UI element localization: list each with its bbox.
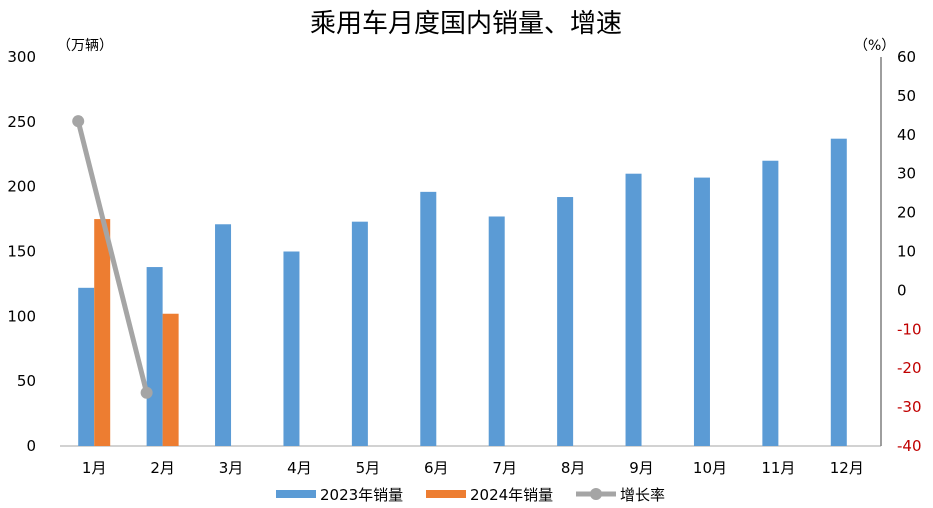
legend-label: 2024年销量 [470, 486, 553, 504]
legend: 2023年销量 2024年销量 增长率 [276, 486, 665, 504]
right-tick-label: 50 [897, 87, 916, 105]
bar-2023 [830, 138, 847, 446]
left-tick-label: 150 [7, 243, 36, 261]
legend-swatch [276, 490, 316, 498]
bar-2023 [351, 221, 368, 446]
category-label: 6月 [424, 459, 449, 477]
bar-2023 [557, 197, 574, 446]
right-tick-label: -10 [897, 320, 922, 338]
growth-line [72, 115, 153, 399]
right-tick-label: -40 [897, 437, 922, 455]
growth-point [140, 386, 153, 399]
left-tick-label: 0 [26, 437, 36, 455]
bar-2023 [78, 287, 95, 446]
right-tick-label: 40 [897, 126, 916, 144]
bar-2023 [625, 173, 642, 446]
bar-2023 [283, 251, 300, 446]
category-label: 4月 [287, 459, 312, 477]
category-labels: 1月 2月 3月 4月 5月 6月 7月 8月 9月 10月 11月 12月 [82, 459, 864, 477]
left-tick-label: 300 [7, 48, 36, 66]
bar-2023 [488, 216, 505, 446]
legend-label: 增长率 [620, 486, 665, 504]
right-tick-label: 30 [897, 165, 916, 183]
right-tick-label: -30 [897, 398, 922, 416]
legend-label: 2023年销量 [320, 486, 403, 504]
bar-2024 [162, 313, 179, 446]
bars [78, 138, 847, 446]
left-axis-ticks: 0 50 100 150 200 250 300 [7, 48, 36, 455]
bar-2023 [146, 267, 163, 446]
category-label: 8月 [561, 459, 586, 477]
category-label: 1月 [82, 459, 107, 477]
bar-2023 [420, 191, 437, 446]
category-label: 3月 [219, 459, 244, 477]
right-tick-label: 20 [897, 204, 916, 222]
category-label: 2月 [150, 459, 175, 477]
legend-swatch [426, 490, 466, 498]
growth-point [72, 115, 85, 128]
right-axis-ticks: -40 -30 -20 -10 0 10 20 30 40 50 60 [897, 48, 922, 455]
bar-2023 [693, 177, 710, 446]
category-label: 10月 [693, 459, 727, 477]
right-axis-unit: （%） [854, 38, 895, 54]
category-label: 7月 [492, 459, 517, 477]
right-tick-label: 0 [897, 281, 907, 299]
chart-title: 乘用车月度国内销量、增速 [310, 9, 622, 39]
bar-2024 [94, 219, 111, 446]
bar-2023 [762, 160, 779, 446]
growth-line-path [75, 118, 150, 396]
category-label: 11月 [761, 459, 795, 477]
category-label: 5月 [356, 459, 381, 477]
right-tick-label: 10 [897, 243, 916, 261]
right-tick-label: 60 [897, 48, 916, 66]
category-label: 9月 [629, 459, 654, 477]
left-tick-label: 50 [17, 372, 36, 390]
category-label: 12月 [830, 459, 864, 477]
right-tick-label: -20 [897, 359, 922, 377]
left-tick-label: 250 [7, 113, 36, 131]
legend-marker [590, 488, 602, 500]
left-tick-label: 100 [7, 307, 36, 325]
left-axis-unit: （万辆） [57, 38, 113, 54]
left-tick-label: 200 [7, 178, 36, 196]
bar-2023 [215, 224, 232, 446]
